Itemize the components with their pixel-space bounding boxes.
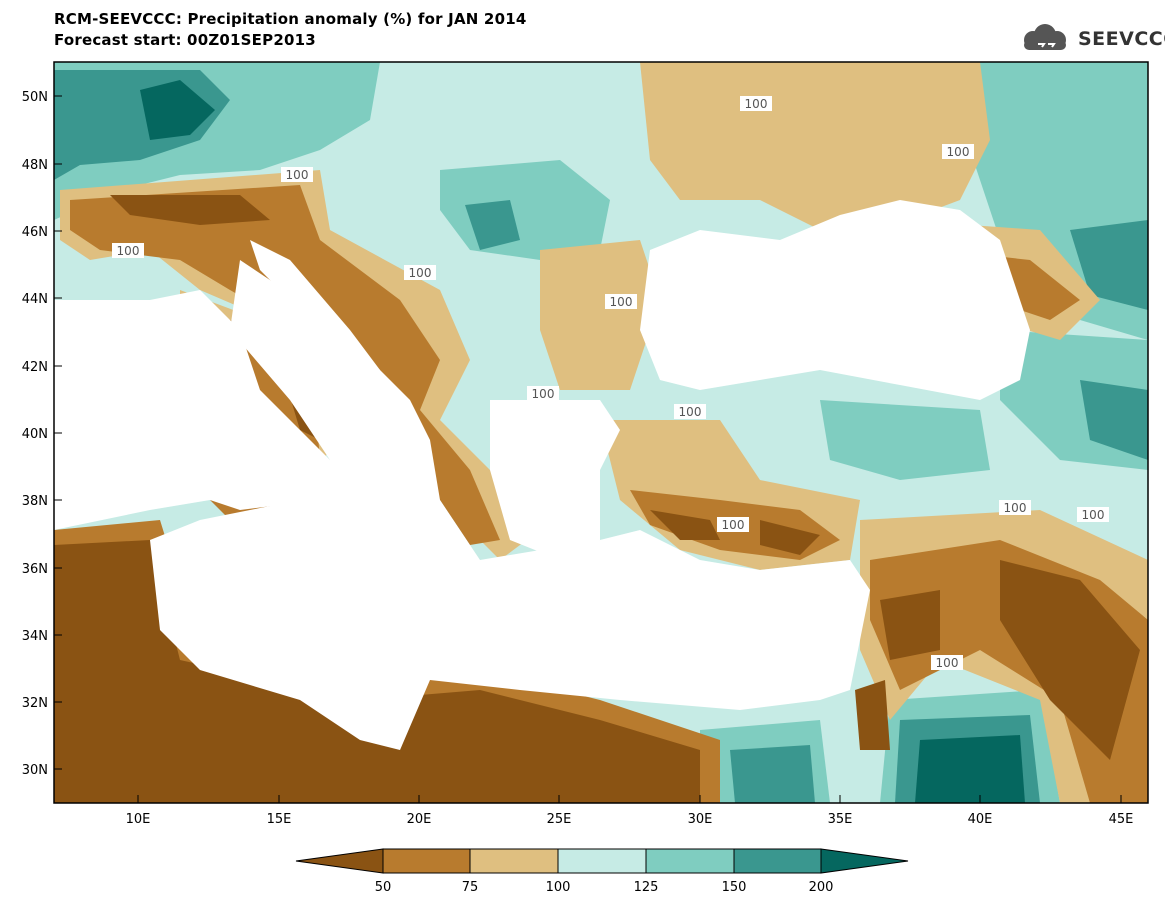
very-wet-core-eastern-anatolia: [1080, 380, 1148, 460]
svg-text:100: 100: [936, 656, 959, 670]
lon-tick-label: 35E: [828, 812, 853, 827]
svg-text:100: 100: [1004, 501, 1027, 515]
svg-text:100: 100: [286, 168, 309, 182]
driest-core-southern-turkey: [650, 510, 820, 555]
contour-labels: 100 100 100 100 100 100 100 100 100 100 …: [112, 96, 1109, 670]
colorbar-label: 150: [722, 880, 747, 895]
svg-text:100: 100: [1082, 508, 1105, 522]
svg-text:100: 100: [409, 266, 432, 280]
lon-tick-label: 25E: [547, 812, 572, 827]
extremely-wet-core-arabia: [915, 735, 1025, 803]
colorbar: 50 75 100 125 150 200: [295, 848, 909, 895]
chart-title: RCM-SEEVCCC: Precipitation anomaly (%) f…: [54, 10, 527, 28]
lat-axis: 50N 48N 46N 44N 42N 40N 38N 36N 34N 32N …: [22, 90, 62, 778]
colorbar-bin-75-100: [469, 848, 559, 874]
lon-tick-label: 30E: [688, 812, 713, 827]
seevccc-logo: [1024, 24, 1066, 50]
lat-tick-label: 36N: [22, 562, 48, 577]
sea-black-sea: [640, 200, 1030, 400]
lat-tick-label: 32N: [22, 696, 48, 711]
lat-tick-label: 50N: [22, 90, 48, 105]
wet-region-central-anatolia: [820, 400, 990, 480]
very-wet-core-carpathian: [465, 200, 520, 250]
contour-label-100: 100: [740, 96, 772, 111]
forecast-start-label: Forecast start: 00Z01SEP2013: [54, 31, 316, 49]
contour-label-100: 100: [717, 517, 749, 532]
lat-tick-label: 30N: [22, 763, 48, 778]
colorbar-label: 50: [375, 880, 392, 895]
contour-label-100: 100: [281, 167, 313, 182]
contour-label-100: 100: [605, 294, 637, 309]
contour-label-100: 100: [112, 243, 144, 258]
colorbar-label: 200: [809, 880, 834, 895]
colorbar-label: 100: [546, 880, 571, 895]
driest-core-alps: [110, 195, 270, 225]
map-field: [54, 62, 1148, 803]
dry-region-romania: [540, 240, 660, 390]
lat-tick-label: 38N: [22, 494, 48, 509]
colorbar-bin-50-75: [382, 848, 471, 874]
very-wet-region-sinai: [730, 745, 815, 803]
extremely-wet-core-germany: [140, 80, 215, 140]
contour-label-100: 100: [931, 655, 963, 670]
lon-tick-label: 20E: [407, 812, 432, 827]
colorbar-bin-150-200: [733, 848, 822, 874]
lat-tick-label: 40N: [22, 427, 48, 442]
drier-region-alps-dinaric: [70, 185, 500, 545]
logo-text: SEEVCCC: [1078, 28, 1165, 50]
colorbar-left-arrow: [295, 848, 384, 874]
lon-axis: 10E 15E 20E 25E 30E 35E 40E 45E: [126, 795, 1134, 827]
sea-adriatic: [250, 240, 380, 375]
contour-label-100: 100: [527, 386, 559, 401]
contour-label-100: 100: [999, 500, 1031, 515]
sea-aegean: [490, 400, 620, 560]
sea-mediterranean: [150, 260, 870, 750]
sea-tyrrhenian: [54, 290, 330, 530]
svg-text:100: 100: [679, 405, 702, 419]
colorbar-bin-125-150: [645, 848, 735, 874]
colorbar-label: 75: [462, 880, 479, 895]
colorbar-right-arrow: [820, 848, 909, 874]
svg-text:100: 100: [117, 244, 140, 258]
svg-text:100: 100: [745, 97, 768, 111]
colorbar-label: 125: [634, 880, 659, 895]
contour-label-100: 100: [942, 144, 974, 159]
lon-tick-label: 10E: [126, 812, 151, 827]
lon-tick-label: 45E: [1109, 812, 1134, 827]
svg-text:100: 100: [722, 518, 745, 532]
lat-tick-label: 46N: [22, 225, 48, 240]
lon-tick-label: 40E: [968, 812, 993, 827]
lat-tick-label: 34N: [22, 629, 48, 644]
contour-label-100: 100: [404, 265, 436, 280]
dry-region-ukraine: [640, 62, 990, 230]
lon-tick-label: 15E: [267, 812, 292, 827]
contour-label-100: 100: [674, 404, 706, 419]
cloud-icon: [1024, 24, 1066, 50]
svg-text:100: 100: [947, 145, 970, 159]
contour-label-100: 100: [1077, 507, 1109, 522]
lat-tick-label: 42N: [22, 360, 48, 375]
lat-tick-label: 48N: [22, 158, 48, 173]
lat-tick-label: 44N: [22, 292, 48, 307]
svg-text:100: 100: [532, 387, 555, 401]
driest-core-syria-iraq: [855, 560, 1140, 760]
driest-region-north-africa: [54, 540, 700, 803]
very-wet-region-caucasus: [1070, 220, 1148, 310]
colorbar-bin-100-125: [557, 848, 647, 874]
svg-text:100: 100: [610, 295, 633, 309]
